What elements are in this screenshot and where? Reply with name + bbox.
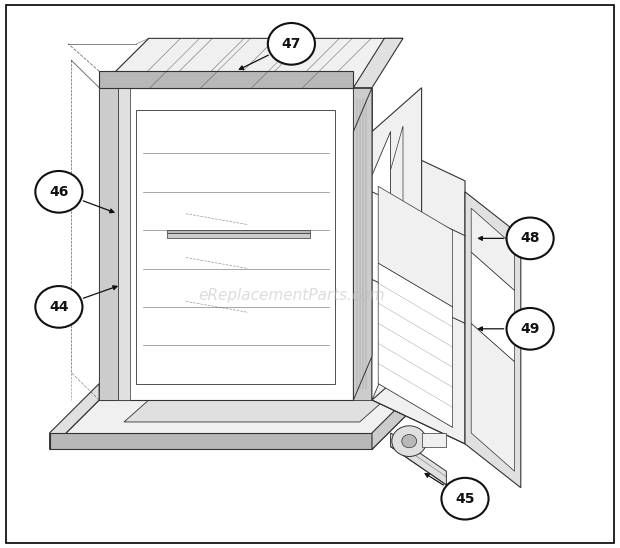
Polygon shape — [471, 252, 515, 362]
Polygon shape — [422, 433, 446, 447]
Circle shape — [392, 426, 427, 456]
Polygon shape — [118, 88, 130, 400]
Polygon shape — [391, 126, 403, 389]
Polygon shape — [372, 137, 465, 444]
Polygon shape — [99, 88, 353, 400]
Polygon shape — [99, 88, 118, 400]
Text: 44: 44 — [49, 300, 69, 314]
Circle shape — [507, 218, 554, 259]
Polygon shape — [391, 433, 446, 485]
Polygon shape — [372, 132, 391, 400]
Text: 45: 45 — [455, 492, 475, 506]
Polygon shape — [50, 433, 372, 449]
Text: 49: 49 — [520, 322, 540, 336]
Polygon shape — [378, 263, 453, 427]
Text: 48: 48 — [520, 231, 540, 246]
Polygon shape — [50, 400, 422, 449]
Circle shape — [35, 286, 82, 328]
Polygon shape — [465, 192, 521, 488]
Polygon shape — [124, 389, 397, 422]
Circle shape — [441, 478, 489, 520]
Circle shape — [268, 23, 315, 65]
Polygon shape — [372, 88, 422, 400]
Polygon shape — [50, 384, 99, 449]
Circle shape — [402, 435, 417, 448]
Circle shape — [507, 308, 554, 350]
Polygon shape — [99, 71, 353, 88]
Polygon shape — [167, 233, 310, 238]
Polygon shape — [136, 110, 335, 384]
Polygon shape — [471, 323, 515, 471]
Polygon shape — [167, 230, 310, 233]
Polygon shape — [353, 88, 372, 400]
Text: eReplacementParts.com: eReplacementParts.com — [198, 288, 385, 304]
Polygon shape — [378, 186, 453, 307]
Polygon shape — [99, 38, 403, 88]
Text: 47: 47 — [281, 37, 301, 51]
Polygon shape — [353, 88, 372, 400]
Polygon shape — [353, 38, 403, 88]
Text: 46: 46 — [49, 185, 69, 199]
Polygon shape — [372, 384, 422, 449]
Polygon shape — [471, 208, 515, 290]
Circle shape — [35, 171, 82, 213]
